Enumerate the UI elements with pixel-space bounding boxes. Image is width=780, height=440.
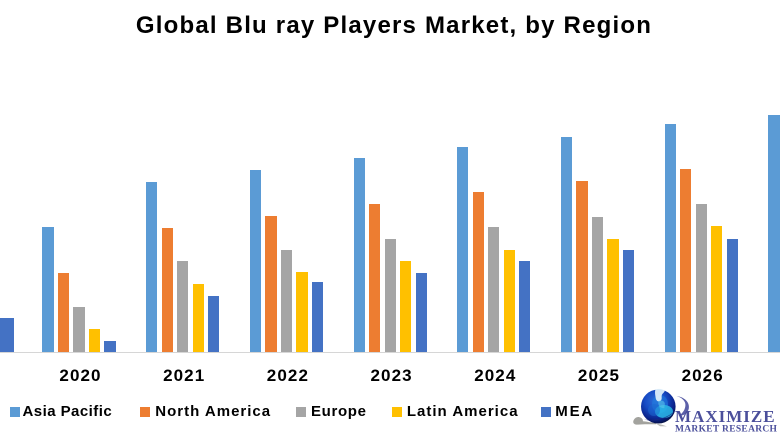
svg-text:MAXIMIZE: MAXIMIZE bbox=[675, 407, 776, 426]
svg-text:MARKET RESEARCH PV: MARKET RESEARCH PV bbox=[675, 425, 780, 435]
